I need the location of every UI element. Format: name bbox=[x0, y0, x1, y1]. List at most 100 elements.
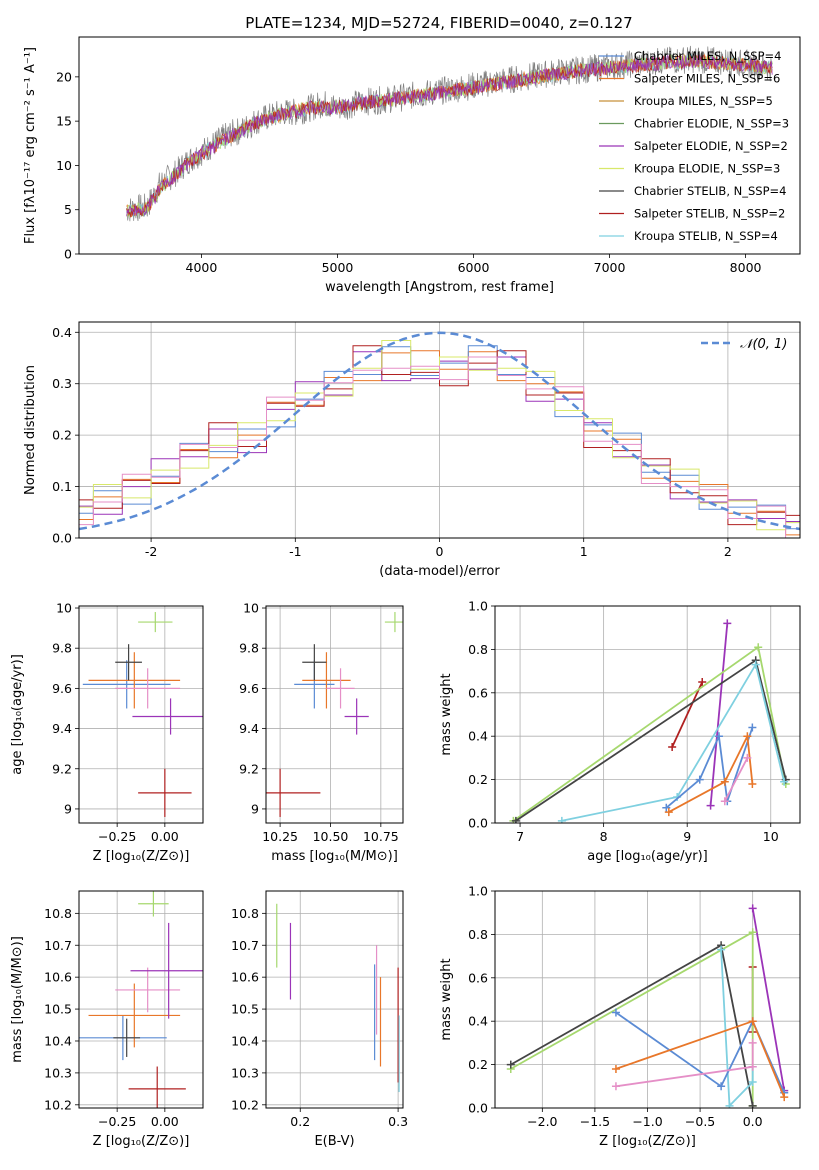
y-tick-label: 0.0 bbox=[468, 816, 488, 831]
x-tick-label: -1 bbox=[289, 544, 301, 559]
figure-title: PLATE=1234, MJD=52724, FIBERID=0040, z=0… bbox=[245, 14, 632, 32]
weight-marker bbox=[743, 753, 752, 762]
y-tick-label: 9.6 bbox=[239, 681, 259, 696]
x-tick-label: 4000 bbox=[186, 260, 218, 275]
x-tick-label: 1 bbox=[580, 544, 588, 559]
x-tick-label: 0.00 bbox=[151, 829, 179, 844]
x-axis-label: (data-model)/error bbox=[379, 564, 500, 579]
weight-marker bbox=[748, 723, 757, 732]
axes-frame bbox=[78, 605, 204, 824]
histogram-step-line bbox=[79, 356, 800, 538]
plot-area bbox=[126, 45, 773, 222]
y-tick-label: 10 bbox=[243, 601, 259, 616]
weight-marker bbox=[717, 1082, 726, 1091]
x-axis-label: Z [log₁₀(Z/Z⊙)] bbox=[93, 1134, 190, 1149]
errorbar-point bbox=[115, 644, 142, 681]
x-tick-label: 7000 bbox=[594, 260, 626, 275]
errorbar-point bbox=[302, 644, 327, 681]
y-tick-label: 0.1 bbox=[52, 479, 72, 494]
residual-histogram-plot: -2 -1 0 1 2 0.0 0.1 0.2 0.3 0.4 (data-model)/error… bbox=[23, 321, 801, 579]
y-tick-label: 10.5 bbox=[44, 1002, 72, 1017]
mass-weight-vs-metallicity-plot: −2.0 −1.5 −1.0 −0.5 0.0 0.0 0.2 0.4 0.6 0.8 1.0 Z [… bbox=[439, 884, 801, 1149]
errorbar-point bbox=[128, 1066, 186, 1108]
histogram-step-line bbox=[79, 340, 800, 531]
y-tick-label: 10.7 bbox=[231, 938, 259, 953]
y-tick-label: 10.4 bbox=[231, 1033, 259, 1048]
y-tick-label: 10.5 bbox=[231, 1002, 259, 1017]
x-tick-label: 0.2 bbox=[290, 1114, 310, 1129]
y-tick-label: 0.4 bbox=[52, 325, 72, 340]
y-tick-label: 9 bbox=[251, 801, 259, 816]
age-vs-mass-plot: 10.25 10.50 10.75 9 9.2 9.4 9.6 9.8 10 mass [log₁… bbox=[239, 601, 404, 864]
weight-marker bbox=[723, 619, 732, 628]
weight-marker bbox=[720, 777, 729, 786]
legend-label: Kroupa STELIB, N_SSP=4 bbox=[634, 229, 778, 243]
weight-series-line bbox=[720, 949, 754, 1108]
x-tick-label: 0 bbox=[436, 544, 444, 559]
y-tick-label: 1.0 bbox=[468, 599, 488, 614]
weight-marker bbox=[695, 775, 704, 784]
x-axis-label: Z [log₁₀(Z/Z⊙)] bbox=[599, 1134, 696, 1149]
x-tick-label: 10 bbox=[763, 829, 779, 844]
y-tick-label: 10.2 bbox=[44, 1097, 72, 1112]
legend-label: 𝒩(0, 1) bbox=[740, 337, 787, 352]
legend: Chabrier MILES, N_SSP=4 Salpeter MILES, N… bbox=[599, 49, 789, 243]
y-axis-label: age [log₁₀(age/yr)] bbox=[10, 654, 25, 775]
axes-frame bbox=[78, 36, 801, 255]
weight-marker bbox=[748, 1077, 757, 1086]
weight-marker bbox=[780, 777, 789, 786]
weight-marker bbox=[714, 732, 723, 741]
weight-marker bbox=[662, 803, 671, 812]
errorbar-point bbox=[88, 652, 181, 709]
errorbar-point bbox=[88, 983, 181, 1048]
weight-marker bbox=[748, 1038, 757, 1047]
weight-series-line bbox=[510, 930, 754, 1106]
y-tick-label: 10.8 bbox=[44, 906, 72, 921]
plot-area bbox=[506, 904, 789, 1108]
plot-area bbox=[79, 331, 800, 538]
weight-marker bbox=[668, 743, 677, 752]
x-axis-label: wavelength [Angstrom, rest frame] bbox=[325, 280, 554, 295]
weight-series-line bbox=[751, 908, 786, 1091]
y-tick-label: 10.7 bbox=[44, 938, 72, 953]
x-axis-label: age [log₁₀(age/yr)] bbox=[587, 849, 708, 864]
legend-label: Kroupa MILES, N_SSP=5 bbox=[634, 94, 773, 108]
y-tick-label: 9.6 bbox=[52, 681, 72, 696]
legend-label: Chabrier MILES, N_SSP=4 bbox=[634, 49, 781, 63]
y-tick-label: 1.0 bbox=[468, 884, 488, 899]
errorbar-point bbox=[266, 768, 321, 817]
y-tick-label: 0.4 bbox=[468, 729, 488, 744]
x-tick-label: −2.0 bbox=[527, 1114, 557, 1129]
weight-marker bbox=[748, 1101, 757, 1108]
errorbar-point bbox=[113, 1018, 141, 1057]
y-tick-label: 0.3 bbox=[52, 376, 72, 391]
y-axis-label: Flux [fλ10⁻¹⁷ erg cm⁻² s⁻¹ A⁻¹] bbox=[23, 47, 38, 244]
y-tick-label: 9.4 bbox=[52, 721, 72, 736]
x-tick-label: −1.5 bbox=[580, 1114, 610, 1129]
y-tick-label: 9.8 bbox=[52, 641, 72, 656]
errorbar-point bbox=[138, 891, 169, 917]
y-tick-label: 0.8 bbox=[468, 642, 488, 657]
weight-marker bbox=[780, 1093, 789, 1102]
mass-vs-metallicity-plot: −0.25 0.00 10.2 10.3 10.4 10.5 10.6 10.7 10.8 Z [… bbox=[10, 890, 204, 1149]
errorbar-point bbox=[82, 660, 171, 709]
weight-marker bbox=[611, 1064, 620, 1073]
y-tick-label: 10.6 bbox=[44, 970, 72, 985]
weight-series-line bbox=[665, 727, 754, 809]
x-tick-label: 10.75 bbox=[363, 829, 399, 844]
x-tick-label: −0.25 bbox=[98, 829, 136, 844]
errorbar-point bbox=[344, 698, 369, 735]
weight-marker bbox=[611, 1082, 620, 1091]
normal-curve bbox=[79, 331, 800, 531]
x-tick-label: 10.50 bbox=[313, 829, 349, 844]
weight-marker bbox=[557, 816, 566, 823]
y-tick-label: 5 bbox=[64, 202, 72, 217]
axes-frame bbox=[265, 890, 404, 1109]
y-axis-label: Normed distribution bbox=[23, 365, 38, 495]
y-axis-label: mass weight bbox=[439, 673, 454, 755]
y-tick-label: 10.3 bbox=[44, 1065, 72, 1080]
x-tick-label: −0.25 bbox=[98, 1114, 136, 1129]
weight-marker bbox=[664, 808, 673, 817]
y-tick-label: 0 bbox=[64, 247, 72, 262]
legend-label: Salpeter MILES, N_SSP=6 bbox=[634, 72, 780, 86]
